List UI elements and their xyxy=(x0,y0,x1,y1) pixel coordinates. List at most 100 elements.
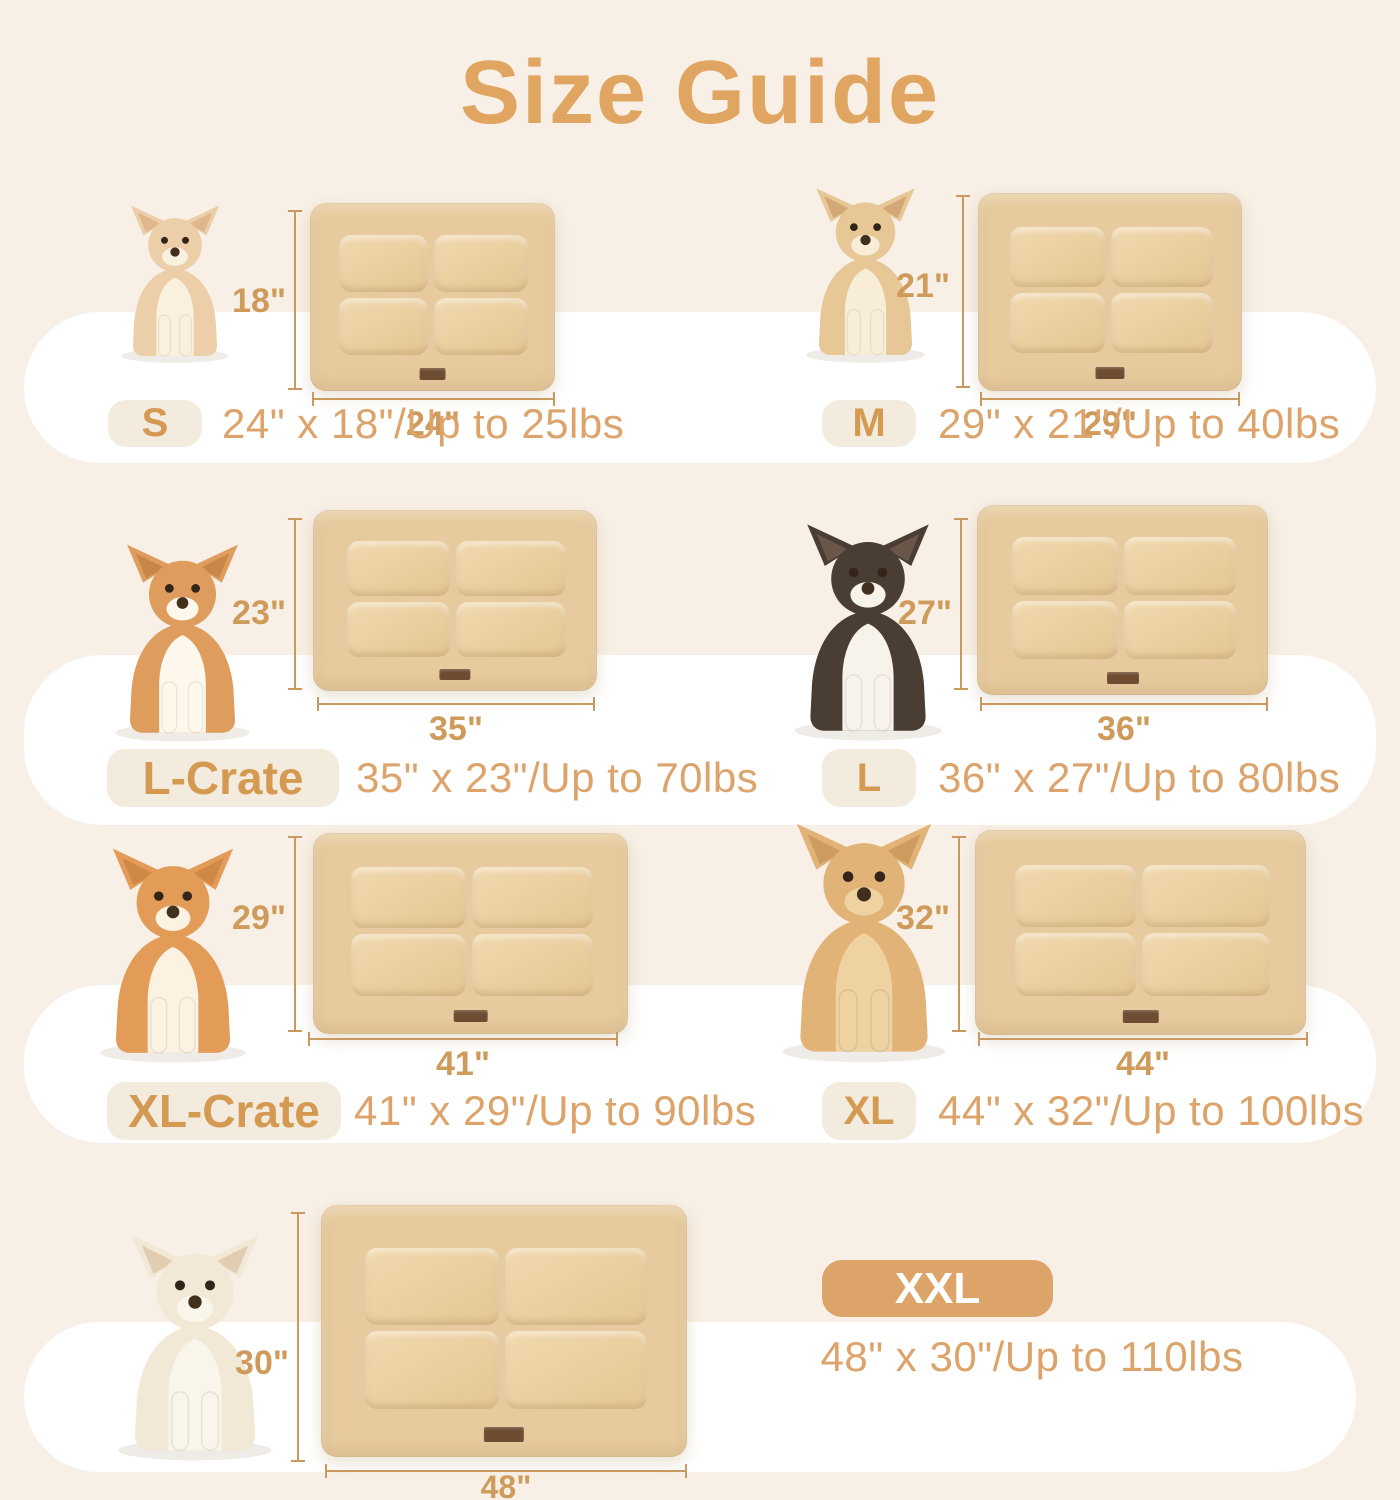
dog-right-eye xyxy=(182,891,192,901)
dog-right-eye xyxy=(205,1280,215,1291)
dog-front-leg xyxy=(150,996,168,1054)
mat-quilt-panel xyxy=(1123,601,1236,659)
mat-quilt-panel xyxy=(1123,537,1236,596)
size-spec-xxl: 48" x 30"/Up to 110lbs xyxy=(820,1333,1244,1380)
dog-right-eye xyxy=(874,871,886,883)
dog-nose xyxy=(856,887,872,902)
crate-mat-illustration xyxy=(313,833,628,1034)
dog-muzzle xyxy=(166,597,199,621)
width-dimension-label: 24" xyxy=(406,405,460,443)
dog-left-ear-inner xyxy=(122,858,154,886)
dog-illustration-shiba-inu xyxy=(78,798,268,1064)
mat-quilt-grid xyxy=(364,1247,647,1410)
sitting-dog-icon xyxy=(794,524,942,741)
height-dimension-line xyxy=(288,210,302,390)
width-dimension-label: 44" xyxy=(1116,1045,1170,1083)
crate-mat-illustration xyxy=(975,830,1306,1035)
dog-nose xyxy=(166,905,180,919)
dog-muzzle xyxy=(176,1295,214,1322)
mat-brand-label xyxy=(419,368,446,380)
mat-quilt-panel xyxy=(364,1247,499,1326)
dog-head xyxy=(136,866,210,939)
mat-quilt-panel xyxy=(456,540,566,596)
dog-left-ear-inner xyxy=(137,212,161,233)
mat-quilt-panel xyxy=(1111,226,1213,288)
mat-brand-label xyxy=(439,669,471,681)
height-dimension-label: 23" xyxy=(232,594,286,632)
size-spec-xl: 44" x 32"/Up to 100lbs xyxy=(938,1087,1365,1134)
dog-left-ear-inner xyxy=(135,553,165,579)
dog-left-ear-inner xyxy=(807,834,843,865)
dog-front-leg xyxy=(158,314,171,357)
width-dimension-line xyxy=(980,697,1268,711)
dog-right-ear-inner xyxy=(885,834,921,865)
mat-quilt-panel xyxy=(1111,293,1213,354)
size-spec-l: 36" x 27"/Up to 80lbs xyxy=(938,754,1341,801)
mat-quilt-panel xyxy=(471,867,594,929)
height-dimension-label: 30" xyxy=(235,1344,289,1382)
width-dimension-label: 41" xyxy=(436,1045,490,1083)
height-dimension-label: 18" xyxy=(232,282,286,320)
size-spec-l-crate: 35" x 23"/Up to 70lbs xyxy=(356,754,759,801)
dog-right-eye xyxy=(873,223,881,231)
width-dimension-line xyxy=(978,1032,1308,1046)
mat-quilt-panel xyxy=(339,298,429,356)
dog-head xyxy=(823,843,905,925)
dog-nose xyxy=(860,234,871,246)
sitting-dog-icon xyxy=(118,1235,272,1461)
dog-illustration-border-collie xyxy=(772,490,964,742)
page-title: Size Guide xyxy=(459,43,941,143)
dog-front-leg xyxy=(178,996,196,1054)
mat-quilt-panel xyxy=(1141,864,1270,928)
mat-quilt-panel xyxy=(456,601,566,657)
dog-front-leg xyxy=(838,988,858,1053)
mat-quilt-panel xyxy=(471,934,594,996)
mat-quilt-panel xyxy=(1009,226,1106,288)
crate-mat-illustration xyxy=(313,510,597,691)
sitting-dog-icon xyxy=(782,823,946,1063)
size-tag-xl: XL xyxy=(822,1082,916,1140)
dog-illustration-golden-retriever xyxy=(758,792,970,1064)
mat-quilt-panel xyxy=(347,601,451,657)
mat-quilt-panel xyxy=(1011,601,1118,659)
mat-quilt-grid xyxy=(1011,537,1236,659)
dog-left-ear-inner xyxy=(824,196,850,219)
dog-muzzle xyxy=(851,234,880,256)
mat-quilt-grid xyxy=(1014,864,1270,997)
dog-right-ear-inner xyxy=(192,858,224,886)
dog-head xyxy=(148,218,202,272)
mat-quilt-panel xyxy=(504,1247,647,1326)
dog-front-leg xyxy=(161,681,178,734)
dog-muzzle xyxy=(155,905,191,931)
dog-head xyxy=(156,1253,234,1331)
width-dimension-label: 48" xyxy=(480,1469,532,1500)
sitting-dog-icon xyxy=(806,188,925,363)
size-tag-m: M xyxy=(822,400,916,447)
dog-left-eye xyxy=(165,584,174,593)
dog-front-leg xyxy=(844,674,863,732)
dog-illustration-corgi xyxy=(95,495,270,743)
dog-head xyxy=(835,202,896,262)
dog-front-leg xyxy=(170,1391,190,1452)
mat-brand-label xyxy=(1095,367,1125,380)
dog-right-eye xyxy=(191,584,200,593)
mat-quilt-grid xyxy=(347,540,566,657)
crate-mat-illustration xyxy=(978,193,1242,391)
dog-left-eye xyxy=(848,567,859,578)
dog-left-eye xyxy=(850,223,858,231)
width-dimension-line xyxy=(317,697,595,711)
dog-right-ear-inner xyxy=(881,196,907,219)
mat-quilt-panel xyxy=(347,540,451,596)
dog-left-ear-inner xyxy=(816,534,849,562)
mat-brand-label xyxy=(1106,672,1139,684)
dog-right-ear-inner xyxy=(200,553,230,579)
dog-front-leg xyxy=(873,674,892,732)
dog-left-eye xyxy=(154,891,164,901)
dog-front-leg xyxy=(846,309,861,356)
dog-nose xyxy=(176,597,189,609)
dog-head xyxy=(831,542,905,616)
mat-quilt-panel xyxy=(434,298,529,356)
width-dimension-label: 36" xyxy=(1097,710,1151,748)
dog-left-eye xyxy=(842,871,854,883)
